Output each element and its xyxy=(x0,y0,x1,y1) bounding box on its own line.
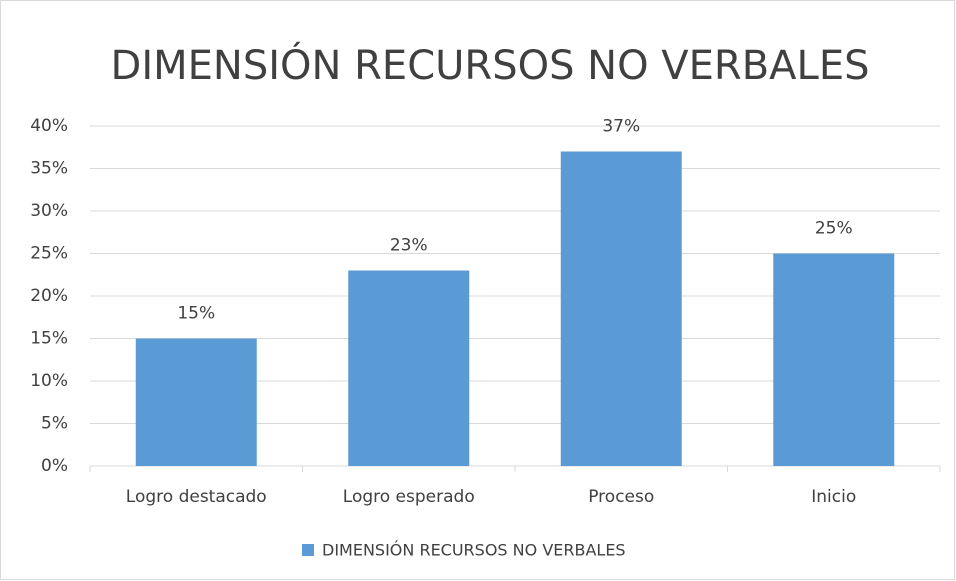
data-label: 15% xyxy=(177,304,215,324)
bar xyxy=(560,151,682,466)
y-tick-label: 10% xyxy=(30,371,68,391)
data-label: 23% xyxy=(390,236,428,256)
bar xyxy=(348,270,470,466)
y-tick-label: 5% xyxy=(41,414,68,434)
legend-label: DIMENSIÓN RECURSOS NO VERBALES xyxy=(322,541,626,560)
chart-title: DIMENSIÓN RECURSOS NO VERBALES xyxy=(111,41,870,89)
bar xyxy=(773,253,895,466)
data-label: 37% xyxy=(602,117,640,137)
y-tick-label: 15% xyxy=(30,329,68,349)
y-tick-label: 25% xyxy=(30,244,68,264)
legend-swatch xyxy=(302,544,314,556)
data-label: 25% xyxy=(815,219,853,239)
y-tick-label: 40% xyxy=(30,116,68,136)
y-tick-label: 35% xyxy=(30,159,68,179)
bar xyxy=(135,338,257,466)
x-tick-label: Inicio xyxy=(811,487,856,507)
y-tick-label: 30% xyxy=(30,201,68,221)
y-tick-label: 20% xyxy=(30,286,68,306)
y-tick-label: 0% xyxy=(41,456,68,476)
x-tick-label: Logro destacado xyxy=(126,487,267,507)
x-tick-label: Proceso xyxy=(588,487,654,507)
x-tick-label: Logro esperado xyxy=(343,487,475,507)
